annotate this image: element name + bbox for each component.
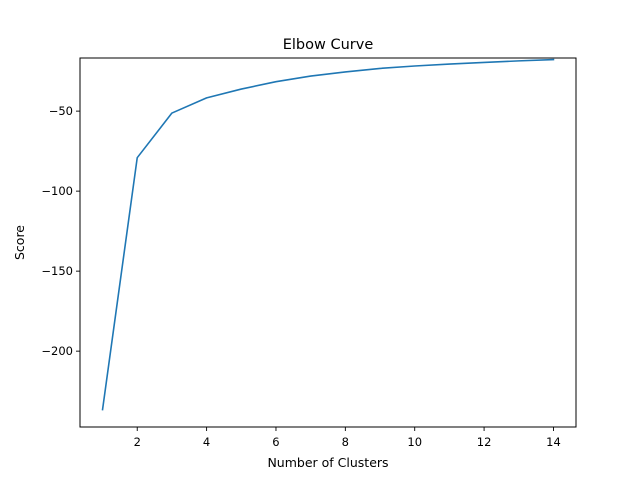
chart-title: Elbow Curve	[283, 37, 374, 53]
y-tick-label: −200	[41, 344, 73, 358]
x-axis-label: Number of Clusters	[267, 455, 388, 470]
x-tick-label: 6	[272, 435, 279, 449]
series-line-0	[101, 58, 555, 411]
x-tick-label: 10	[407, 435, 422, 449]
y-tick-label: −150	[41, 264, 73, 278]
x-tick-label: 2	[134, 435, 141, 449]
x-tick-label: 14	[546, 435, 561, 449]
y-tick-label: −50	[49, 104, 73, 118]
x-tick-label: 12	[477, 435, 492, 449]
x-tick-label: 4	[203, 435, 210, 449]
x-tick-label: 8	[342, 435, 349, 449]
plot-area-frame	[79, 57, 577, 428]
y-axis-label: Score	[12, 225, 27, 260]
y-tick-label: −100	[41, 184, 73, 198]
